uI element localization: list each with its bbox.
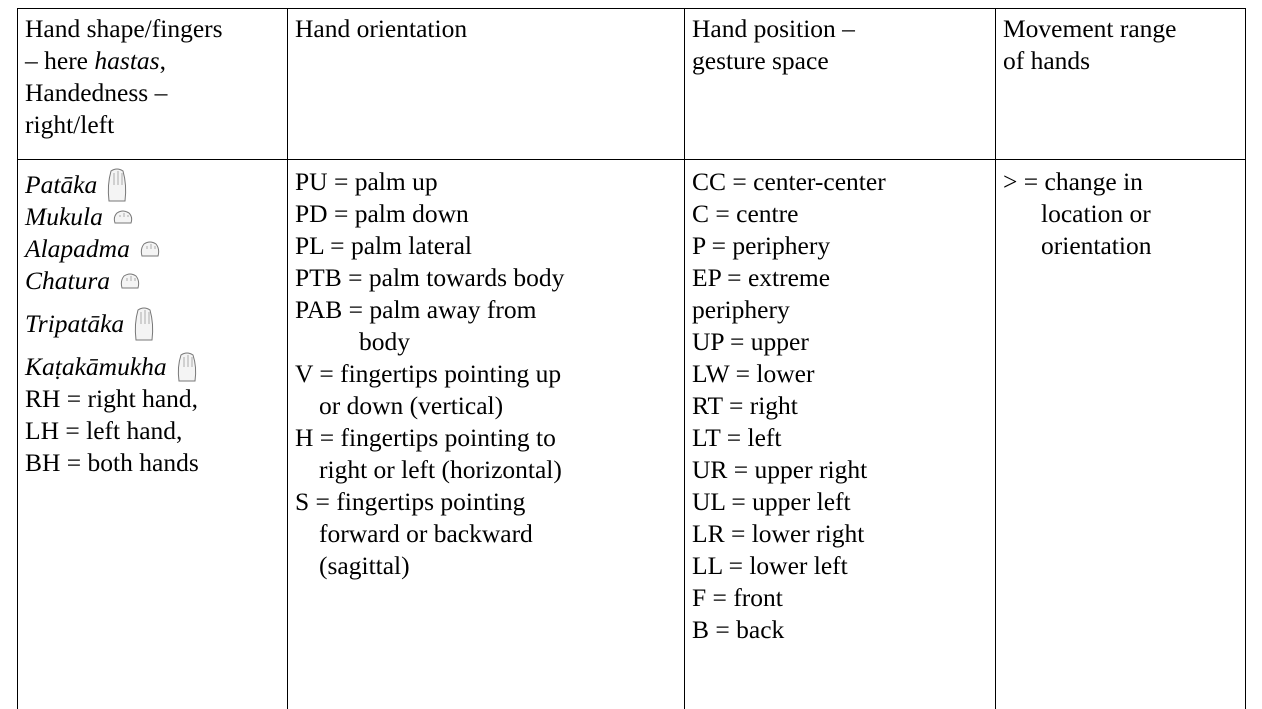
body-cell: > = change in location or orientation [1003, 166, 1151, 262]
border [17, 159, 1246, 160]
text: CC = center-center [692, 167, 886, 196]
hand-icon [140, 241, 159, 257]
text: body [359, 327, 410, 356]
hand-icon [135, 307, 154, 341]
text: V = fingertips pointing up [295, 359, 562, 388]
text: LL = lower left [692, 551, 848, 580]
text: BH = both hands [25, 448, 199, 477]
text: periphery [692, 295, 790, 324]
text: UP = upper [692, 327, 809, 356]
text: S = fingertips pointing [295, 487, 526, 516]
hasta-name: Tripatāka [25, 309, 125, 338]
body-cell: Patāka Mukula Alapadma Chatura Tripatāka Kaṭa… [25, 168, 201, 479]
text: hastas [94, 46, 160, 75]
text: location or [1041, 199, 1151, 228]
text: RT = right [692, 391, 798, 420]
border [287, 8, 288, 709]
text: PTB = palm towards body [295, 263, 565, 292]
header-cell: Hand position – gesture space [692, 13, 855, 77]
body-cell: CC = center-center C = centre P = peripher… [692, 166, 886, 646]
text: Hand position – [692, 14, 855, 43]
text: – here [25, 46, 95, 75]
text: Hand shape/fingers [25, 14, 223, 43]
hasta-line: Chatura [25, 265, 201, 297]
text: , [159, 46, 166, 75]
text: EP = extreme [692, 263, 831, 292]
text: C = centre [692, 199, 799, 228]
text: PL = palm lateral [295, 231, 473, 260]
hand-icon [177, 352, 196, 382]
hasta-line: Tripatāka [25, 307, 201, 341]
text: orientation [1041, 231, 1152, 260]
text: PU = palm up [295, 167, 438, 196]
hasta-name: Alapadma [25, 234, 130, 263]
text: H = fingertips pointing to [295, 423, 556, 452]
text: RH = right hand, [25, 384, 199, 413]
text: PAB = palm away from [295, 295, 537, 324]
text: > = change in [1003, 167, 1143, 196]
text: LH = left hand, [25, 416, 183, 445]
hasta-line: Alapadma [25, 233, 201, 265]
text: of hands [1003, 46, 1091, 75]
text: forward or backward [319, 519, 533, 548]
hasta-line: Kaṭakāmukha [25, 351, 201, 383]
text: LW = lower [692, 359, 815, 388]
hasta-line: Mukula [25, 201, 201, 233]
border [17, 8, 18, 709]
hasta-name: Patāka [25, 170, 98, 199]
text: Hand orientation [295, 14, 468, 43]
header-cell: Hand shape/fingers – here hastas, Handed… [25, 13, 223, 141]
text: gesture space [692, 46, 829, 75]
hasta-line: Patāka [25, 168, 201, 202]
text: Movement range [1003, 14, 1177, 43]
text: F = front [692, 583, 783, 612]
header-cell: Hand orientation [295, 13, 467, 45]
text: B = back [692, 615, 785, 644]
text-line: – here hastas, [25, 45, 223, 77]
text: LR = lower right [692, 519, 865, 548]
border [17, 8, 1246, 9]
text: right/left [25, 110, 115, 139]
hasta-name: Chatura [25, 266, 111, 295]
text: UL = upper left [692, 487, 851, 516]
border [1245, 8, 1246, 709]
text: or down (vertical) [319, 391, 504, 420]
hand-icon [120, 273, 140, 289]
header-cell: Movement range of hands [1003, 13, 1176, 77]
text: right or left (horizontal) [319, 455, 562, 484]
text: PD = palm down [295, 199, 469, 228]
text: (sagittal) [319, 551, 410, 580]
border [684, 8, 685, 709]
text: Handedness – [25, 78, 168, 107]
hand-icon [113, 210, 133, 224]
border [995, 8, 996, 709]
hand-icon [108, 168, 127, 202]
text: P = periphery [692, 231, 831, 260]
hasta-name: Mukula [25, 202, 103, 231]
text: LT = left [692, 423, 782, 452]
text: UR = upper right [692, 455, 868, 484]
body-cell: PU = palm up PD = palm down PL = palm late… [295, 166, 564, 582]
hasta-name: Kaṭakāmukha [25, 352, 167, 381]
